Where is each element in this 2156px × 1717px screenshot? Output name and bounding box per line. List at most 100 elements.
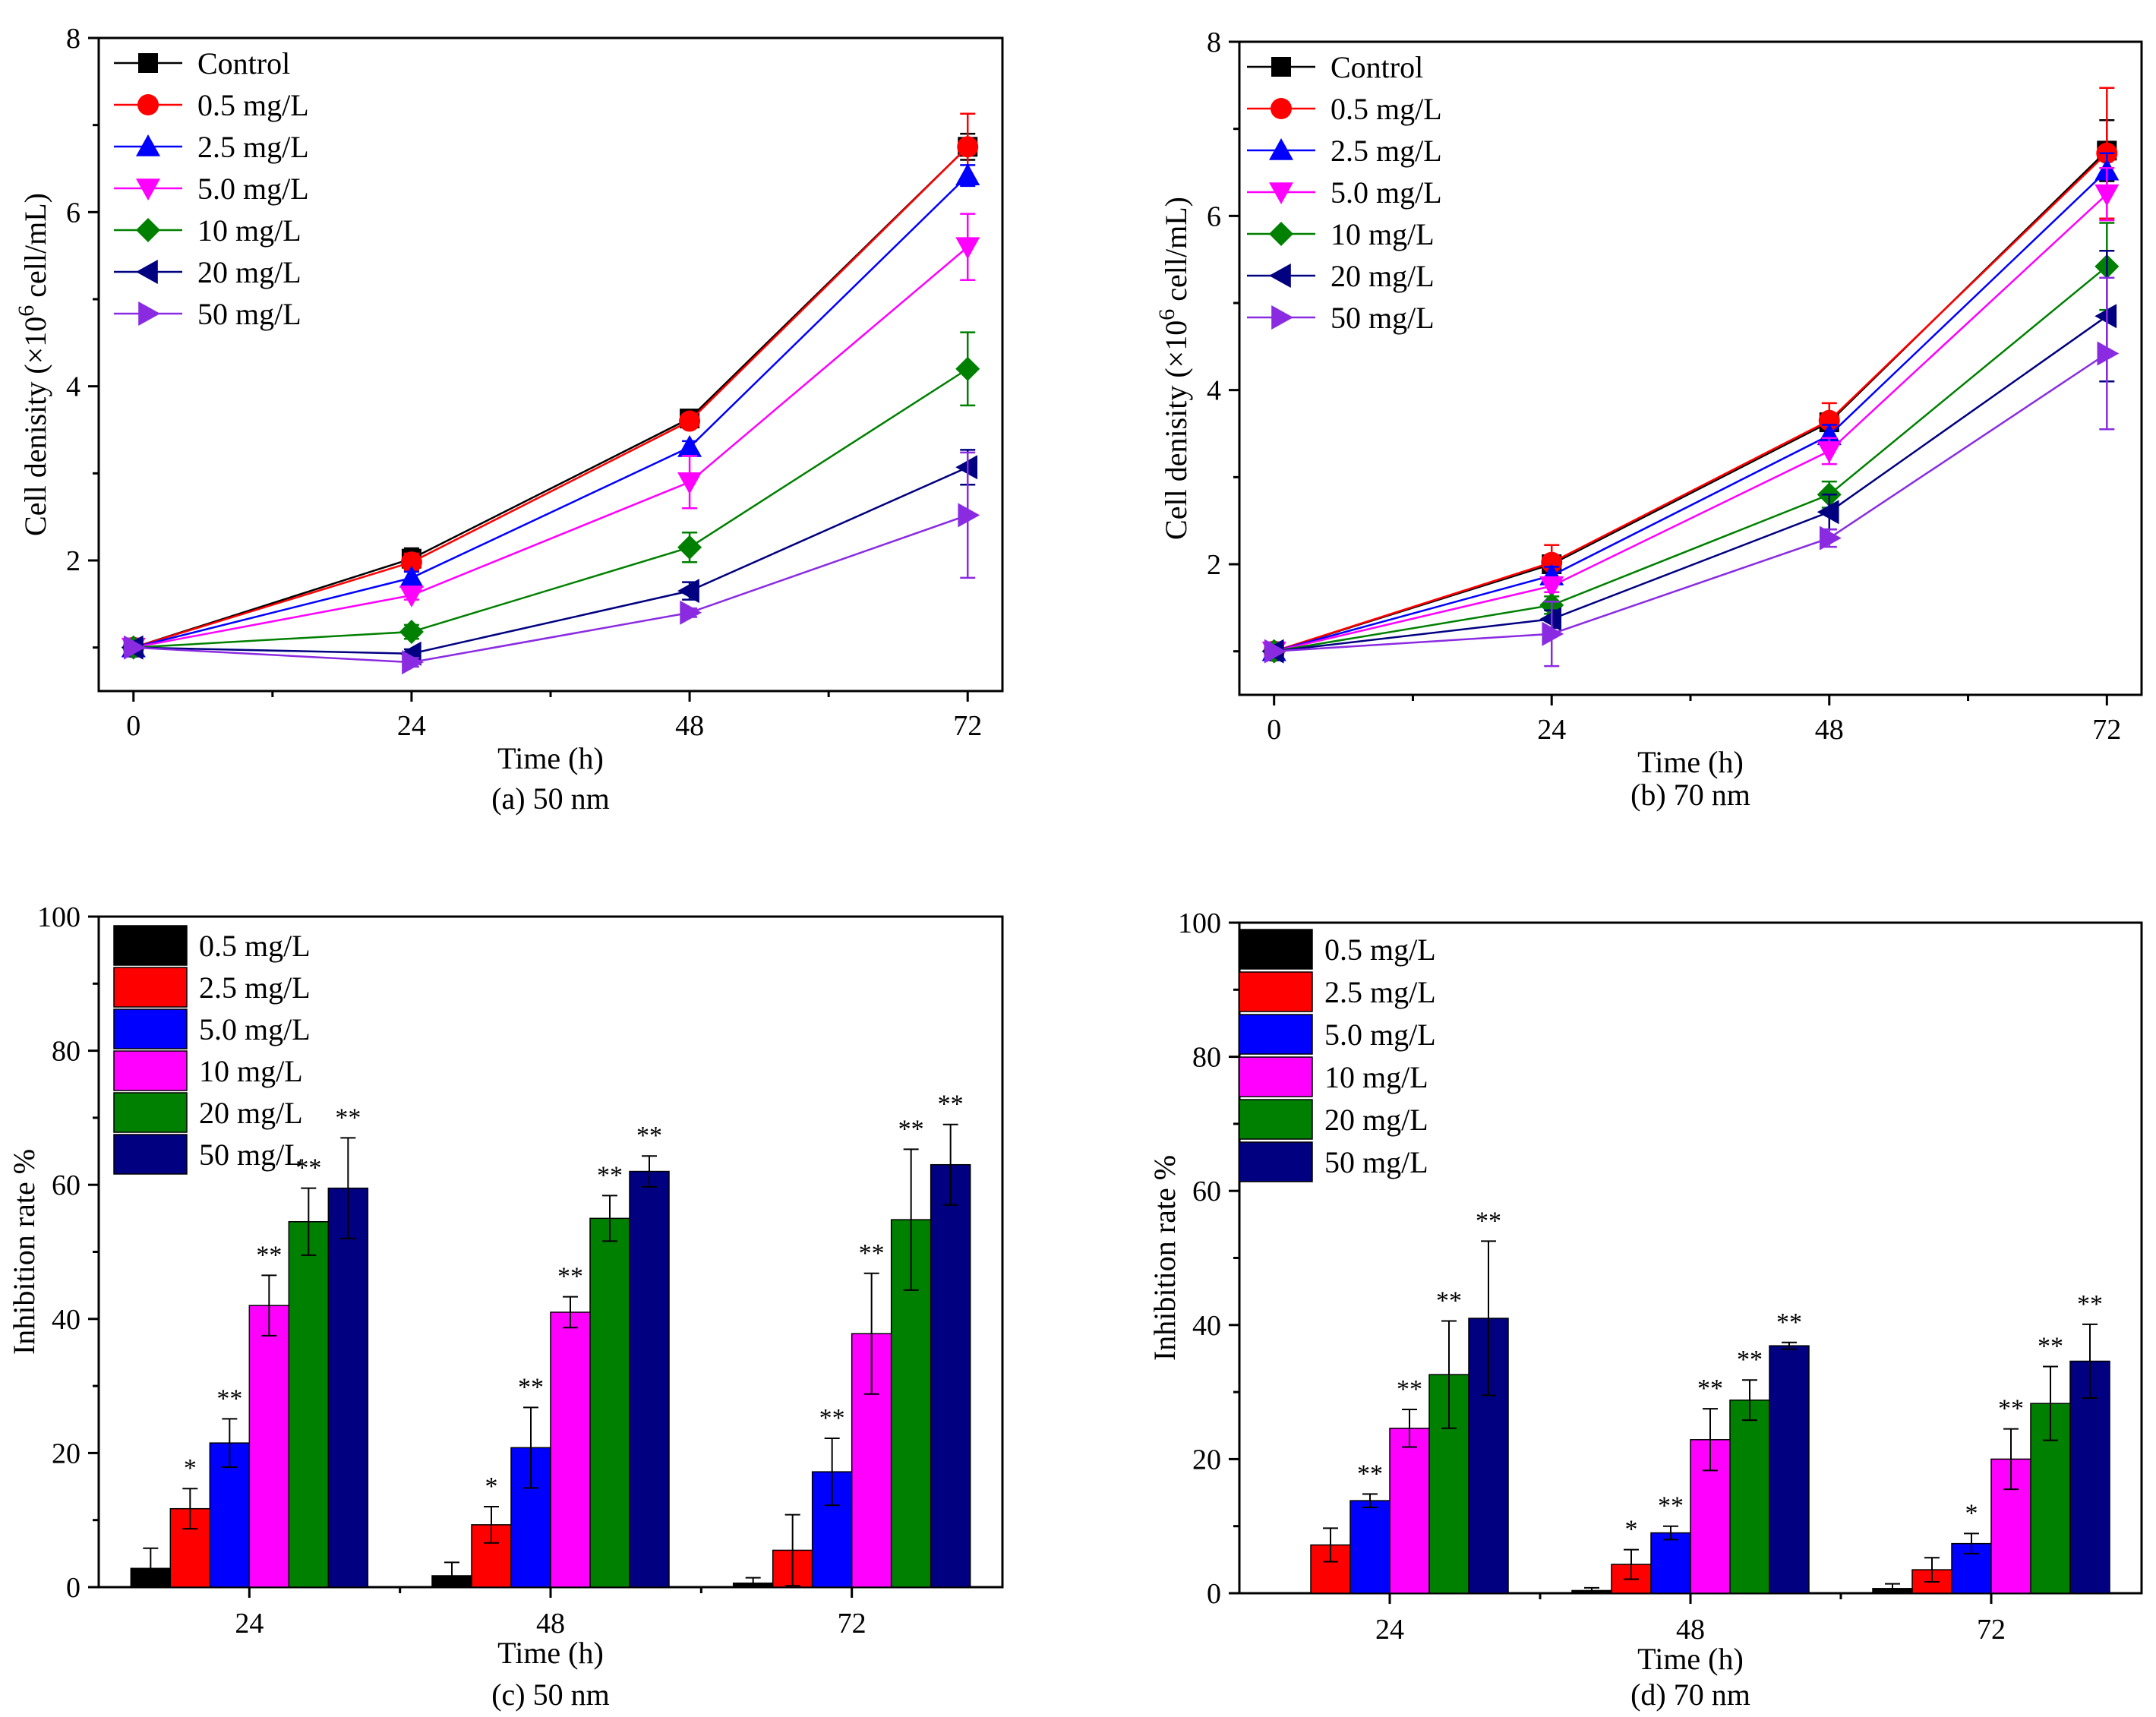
y-tick-label: 40 — [1192, 1310, 1221, 1342]
y-tick-label: 60 — [52, 1169, 80, 1201]
series-line — [133, 146, 969, 649]
data-point — [2097, 341, 2120, 366]
legend-swatch — [113, 925, 188, 966]
data-point — [1817, 441, 1842, 463]
y-tick-label: 8 — [66, 23, 80, 55]
y-axis-title: Inhibition rate % — [7, 1149, 41, 1355]
y-tick-label: 4 — [1207, 375, 1221, 407]
chart-d: 02040608010024********48*********72*****… — [1147, 907, 2143, 1712]
x-tick-label: 48 — [675, 710, 704, 742]
legend-marker — [1269, 138, 1293, 160]
x-axis-title: Time (h) — [497, 1636, 604, 1670]
significance-mark: ** — [2038, 1333, 2063, 1361]
legend-label: 0.5 mg/L — [197, 88, 309, 122]
x-tick-label: 72 — [953, 710, 982, 742]
legend-marker — [1271, 98, 1292, 119]
legend-marker — [136, 218, 160, 242]
data-point — [957, 136, 979, 158]
data-point — [400, 551, 422, 573]
legend-label: 5.0 mg/L — [199, 1012, 311, 1046]
significance-mark: * — [184, 1454, 197, 1482]
data-point — [677, 535, 702, 560]
series-line — [133, 514, 968, 664]
significance-mark: * — [485, 1472, 498, 1501]
legend-swatch — [113, 967, 188, 1008]
legend-label: 5.0 mg/L — [197, 172, 309, 206]
bar — [930, 1163, 971, 1588]
series-line — [1274, 265, 2108, 652]
data-point — [1817, 500, 1839, 525]
y-tick-label: 6 — [1207, 200, 1221, 232]
data-point — [2094, 304, 2117, 329]
significance-mark: ** — [1658, 1492, 1684, 1520]
legend-swatch — [1239, 971, 1313, 1012]
x-tick-label: 24 — [235, 1608, 264, 1640]
series-0 — [123, 132, 978, 658]
x-tick-label: 24 — [397, 710, 426, 742]
significance-mark: ** — [1776, 1308, 1802, 1337]
legend-label: 2.5 mg/L — [1331, 134, 1442, 168]
bar — [1690, 1439, 1731, 1594]
data-point — [2094, 184, 2120, 207]
panel-caption: (a) 50 nm — [491, 781, 610, 816]
data-point — [680, 600, 702, 625]
y-tick-label: 0 — [66, 1572, 80, 1604]
legend-marker — [137, 94, 159, 115]
data-point — [1817, 423, 1842, 446]
significance-mark: ** — [1436, 1287, 1462, 1315]
legend-label: 2.5 mg/L — [1324, 975, 1436, 1009]
bar — [1389, 1428, 1430, 1594]
data-point — [123, 635, 146, 660]
series-line — [133, 175, 969, 649]
series-line — [133, 246, 969, 649]
data-point — [1539, 576, 1564, 598]
data-point — [958, 503, 980, 528]
data-point — [677, 579, 699, 604]
legend-swatch — [113, 1050, 188, 1091]
legend-swatch — [1239, 1014, 1313, 1055]
legend-label: 10 mg/L — [199, 1054, 303, 1088]
series-line — [133, 368, 968, 649]
significance-mark: * — [1625, 1516, 1638, 1544]
significance-mark: ** — [859, 1239, 885, 1267]
series-line — [1274, 193, 2108, 652]
legend-label: 2.5 mg/L — [199, 971, 311, 1005]
legend-marker — [138, 53, 158, 73]
x-tick-label: 72 — [838, 1608, 867, 1640]
legend: Control 0.5 mg/L 2.5 mg/L 5.0 mg/L 10 mg/L 20… — [114, 46, 309, 331]
y-tick-label: 80 — [52, 1036, 80, 1068]
y-tick-label: 80 — [1192, 1042, 1221, 1074]
legend-marker — [1269, 222, 1293, 246]
panel-caption: (d) 70 nm — [1630, 1678, 1750, 1712]
legend-label: 20 mg/L — [199, 1096, 303, 1130]
legend-marker — [136, 134, 160, 156]
significance-mark: ** — [1476, 1207, 1501, 1235]
significance-mark: ** — [938, 1090, 964, 1119]
legend-label: 0.5 mg/L — [199, 929, 311, 963]
y-axis-title: Cell denisity (×106 cell/mL) — [1154, 197, 1193, 540]
legend-label: 50 mg/L — [199, 1138, 303, 1172]
x-tick-label: 48 — [1815, 714, 1844, 746]
y-tick-label: 20 — [1192, 1444, 1221, 1476]
bar — [327, 1187, 369, 1588]
legend-label: 2.5 mg/L — [197, 130, 309, 164]
legend-marker — [136, 260, 158, 284]
x-tick-label: 48 — [1676, 1614, 1705, 1646]
significance-mark: ** — [216, 1384, 242, 1412]
data-point — [399, 565, 424, 588]
series-3 — [1261, 167, 2120, 664]
legend-label: 5.0 mg/L — [1331, 175, 1442, 210]
legend-label: 5.0 mg/L — [1324, 1018, 1436, 1052]
data-point — [1264, 639, 1286, 664]
legend-label: 50 mg/L — [197, 297, 301, 331]
bar — [1349, 1500, 1391, 1594]
y-axis-title-tail: cell/mL) — [1159, 197, 1193, 309]
legend-marker — [1271, 305, 1293, 330]
data-point — [955, 455, 978, 480]
panel-caption: (b) 70 nm — [1630, 778, 1750, 812]
data-point — [1539, 607, 1562, 632]
series-6 — [123, 451, 980, 675]
legend-marker — [1271, 57, 1291, 77]
